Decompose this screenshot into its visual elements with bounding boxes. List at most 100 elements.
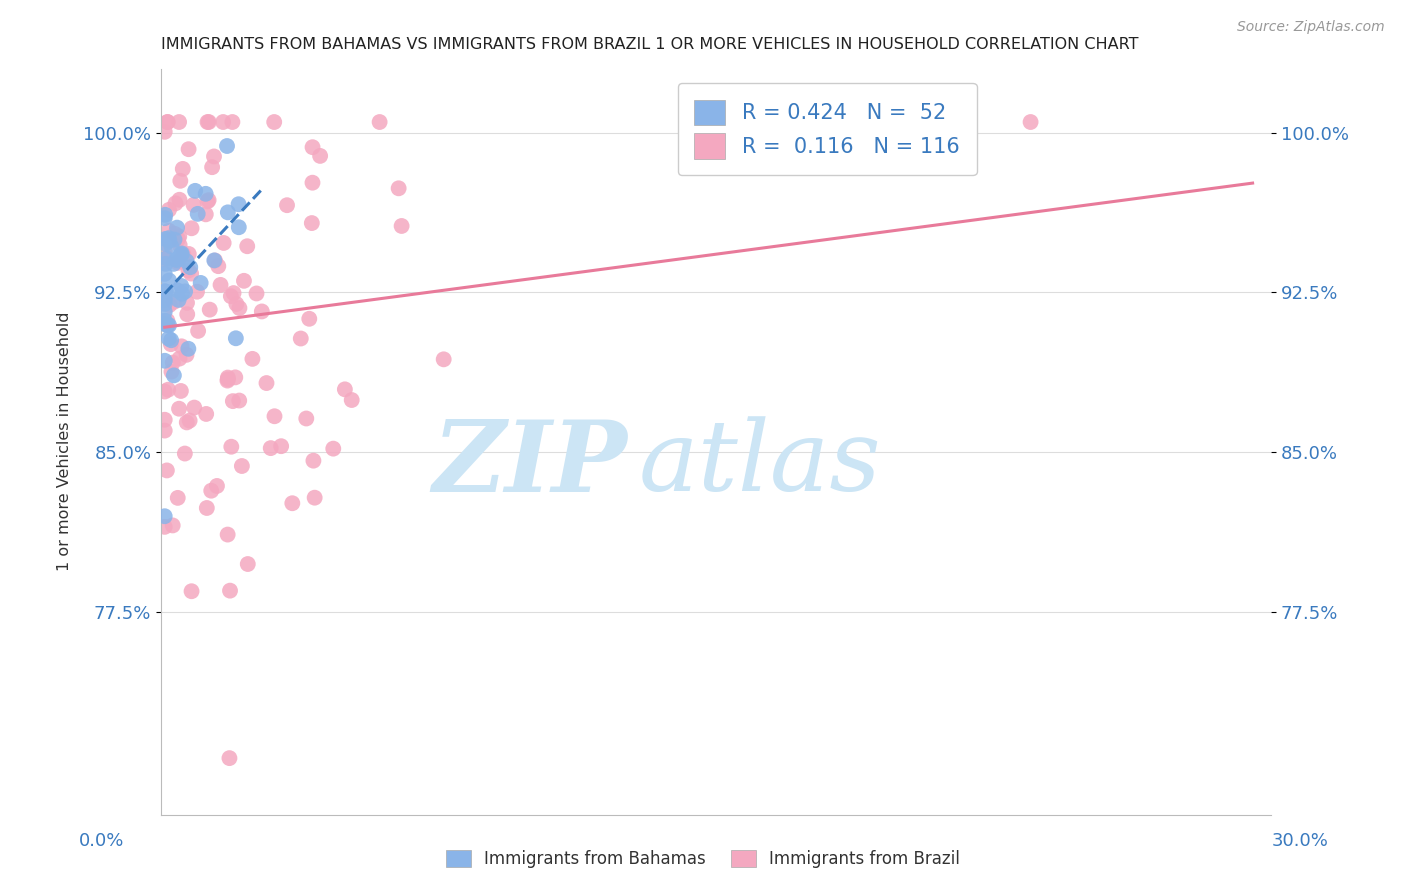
Point [157,383,180,397]
Point [160,333,183,347]
Point [322,442,344,456]
Point [155,232,177,246]
Point [153,317,176,331]
Point [167,115,190,129]
Point [153,424,176,438]
Point [165,252,187,267]
Point [242,351,264,366]
Point [153,252,176,267]
Point [184,184,207,198]
Point [169,238,191,252]
Point [157,224,180,238]
Point [177,247,200,261]
Point [222,286,245,301]
Point [170,384,193,398]
Text: IMMIGRANTS FROM BAHAMAS VS IMMIGRANTS FROM BRAZIL 1 OR MORE VEHICLES IN HOUSEHOL: IMMIGRANTS FROM BAHAMAS VS IMMIGRANTS FR… [162,37,1139,53]
Point [200,483,222,498]
Point [205,479,228,493]
Point [157,318,180,333]
Point [276,198,298,212]
Point [180,267,202,281]
Legend: R = 0.424   N =  52, R =  0.116   N = 116: R = 0.424 N = 52, R = 0.116 N = 116 [678,83,977,176]
Point [221,115,243,129]
Point [172,161,194,176]
Point [162,518,184,533]
Point [281,496,304,510]
Point [231,458,253,473]
Point [298,311,321,326]
Point [166,284,188,298]
Point [153,244,176,259]
Point [153,384,176,399]
Point [179,260,201,275]
Point [301,140,323,154]
Point [159,298,181,312]
Point [183,198,205,212]
Point [170,286,193,301]
Point [153,313,176,327]
Point [368,115,391,129]
Point [225,331,247,345]
Text: Source: ZipAtlas.com: Source: ZipAtlas.com [1237,20,1385,34]
Point [304,491,326,505]
Point [167,256,190,270]
Point [162,257,184,271]
Point [156,318,179,333]
Point [153,509,176,524]
Point [256,376,278,390]
Point [167,254,190,268]
Point [215,139,238,153]
Point [301,176,323,190]
Point [167,229,190,244]
Point [197,193,219,207]
Point [157,332,180,346]
Point [236,557,259,571]
Point [222,394,245,409]
Point [236,239,259,253]
Point [157,231,180,245]
Point [176,307,198,321]
Point [169,193,191,207]
Legend: Immigrants from Bahamas, Immigrants from Brazil: Immigrants from Bahamas, Immigrants from… [439,843,967,875]
Point [172,247,194,261]
Point [263,409,285,424]
Point [187,324,209,338]
Point [156,115,179,129]
Point [153,125,176,139]
Point [170,339,193,353]
Point [166,252,188,267]
Point [197,194,219,209]
Point [228,301,250,315]
Point [153,292,176,306]
Point [155,257,177,271]
Point [212,235,235,250]
Point [177,263,200,277]
Point [160,239,183,253]
Text: 0.0%: 0.0% [79,831,124,849]
Point [228,220,250,235]
Point [153,353,176,368]
Point [186,285,208,299]
Point [194,186,217,201]
Point [209,277,232,292]
Point [218,751,240,765]
Point [160,365,183,379]
Point [180,221,202,235]
Point [217,205,239,219]
Point [260,441,283,455]
Point [263,115,285,129]
Point [173,446,195,460]
Point [155,252,177,266]
Point [225,297,247,311]
Point [157,233,180,247]
Point [212,115,235,129]
Point [190,276,212,290]
Point [245,286,267,301]
Point [301,216,323,230]
Point [155,236,177,251]
Point [217,527,239,541]
Point [170,279,193,293]
Point [153,284,176,298]
Text: ZIP: ZIP [432,416,627,512]
Point [224,370,246,384]
